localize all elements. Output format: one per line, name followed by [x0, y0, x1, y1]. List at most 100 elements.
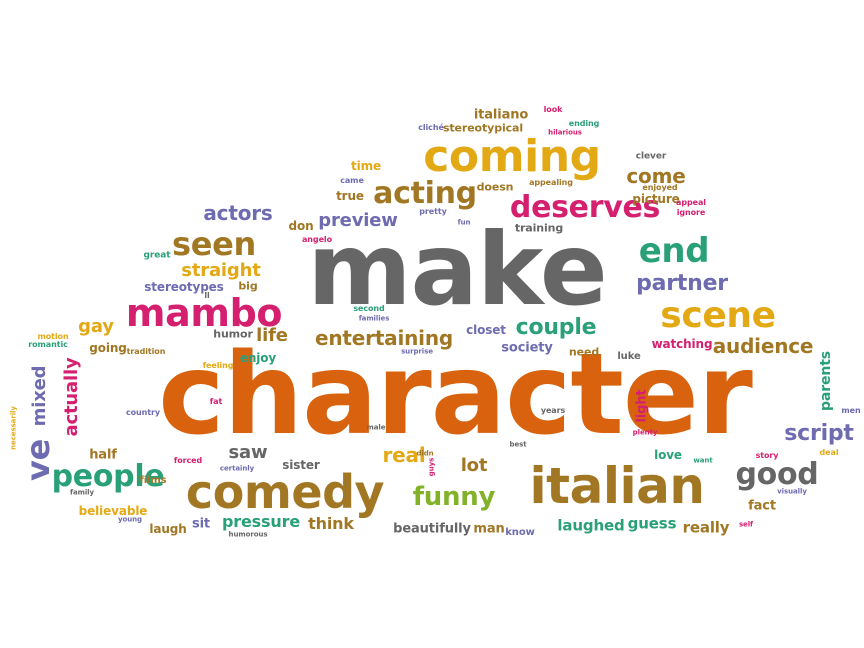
- word-script: script: [784, 421, 854, 446]
- word-didn: didn: [416, 449, 434, 458]
- word-couple: couple: [515, 315, 597, 340]
- word-angelo: angelo: [301, 235, 333, 244]
- word-guess: guess: [627, 514, 677, 533]
- word-mambo: mambo: [125, 291, 283, 335]
- word-acting: acting: [373, 176, 477, 211]
- word-time: time: [350, 159, 382, 173]
- word-think: think: [308, 514, 354, 533]
- word-coming: coming: [423, 131, 601, 182]
- word-funny: funny: [412, 482, 496, 512]
- word-deserves: deserves: [509, 190, 661, 225]
- word-true: true: [336, 189, 364, 203]
- word-laugh: laugh: [149, 522, 187, 536]
- word-luke: luke: [617, 351, 641, 362]
- word-closet: closet: [466, 323, 506, 337]
- word-actors: actors: [203, 201, 273, 225]
- word-deal: deal: [819, 448, 839, 457]
- word-want: want: [693, 456, 713, 465]
- word-actually: actually: [61, 357, 82, 437]
- word-make: make: [307, 211, 607, 328]
- word-sister: sister: [282, 458, 320, 472]
- word-pressure: pressure: [221, 512, 301, 531]
- word-appeal: appeal: [676, 198, 706, 207]
- word-fat: fat: [209, 397, 223, 406]
- word-films: films: [139, 475, 167, 486]
- word-love: love: [654, 448, 682, 462]
- word-fun: fun: [457, 218, 471, 227]
- word-ending: ending: [568, 119, 600, 128]
- word-sit: sit: [191, 516, 211, 532]
- word-ll: ll: [204, 291, 210, 300]
- word-motion: motion: [37, 332, 69, 341]
- word-italiano: italiano: [473, 107, 529, 123]
- word-comedy: comedy: [185, 465, 385, 519]
- word-best: best: [509, 440, 527, 449]
- word-appealing: appealing: [529, 178, 573, 187]
- word-plenty: plenty: [632, 428, 658, 437]
- word-great: great: [143, 250, 171, 261]
- word-pretty: pretty: [419, 207, 447, 216]
- word-society: society: [501, 340, 553, 356]
- word-ve: ve: [19, 439, 57, 481]
- word-guys: guys: [427, 457, 436, 477]
- word-partner: partner: [636, 271, 728, 296]
- word-mixed: mixed: [29, 365, 50, 427]
- word-saw: saw: [228, 442, 268, 463]
- word-feeling: feeling: [202, 361, 234, 370]
- word-cliche: cliché: [418, 123, 444, 132]
- word-self: self: [738, 520, 754, 529]
- word-stereotypes: stereotypes: [144, 280, 224, 294]
- word-young: young: [118, 515, 142, 524]
- word-know: know: [505, 527, 535, 538]
- word-seen: seen: [172, 225, 256, 263]
- word-parents: parents: [818, 351, 834, 411]
- word-certainly: certainly: [219, 464, 255, 473]
- word-light: light: [634, 389, 650, 423]
- word-romantic: romantic: [28, 340, 68, 349]
- word-end: end: [638, 231, 710, 271]
- word-male: male: [366, 423, 386, 432]
- word-watching: watching: [651, 337, 713, 351]
- word-going: going: [89, 341, 127, 355]
- word-laughed: laughed: [557, 516, 625, 535]
- word-enjoy: enjoy: [239, 351, 277, 365]
- word-people: people: [51, 459, 165, 494]
- word-gay: gay: [78, 316, 114, 337]
- word-beautifully: beautifully: [393, 521, 471, 537]
- word-preview: preview: [318, 210, 398, 231]
- word-surprise: surprise: [401, 347, 433, 356]
- word-half: half: [89, 447, 117, 463]
- word-believable: believable: [78, 504, 148, 518]
- word-clever: clever: [635, 151, 667, 162]
- word-ignore: ignore: [676, 208, 706, 217]
- word-story: story: [755, 451, 779, 460]
- word-come: come: [626, 164, 686, 188]
- word-character: character: [158, 330, 753, 460]
- word-italian: italian: [529, 457, 705, 515]
- word-necessarily: necessarily: [9, 406, 18, 450]
- word-don: don: [288, 219, 314, 233]
- word-fact: fact: [748, 498, 776, 514]
- word-enjoyed: enjoyed: [642, 183, 678, 192]
- word-good: good: [735, 457, 819, 492]
- word-big: big: [238, 279, 258, 293]
- word-men: men: [841, 406, 861, 415]
- word-real: real: [382, 443, 426, 467]
- word-life: life: [256, 325, 288, 346]
- word-humor: humor: [213, 327, 253, 341]
- word-country: country: [125, 408, 161, 417]
- word-families: families: [358, 314, 390, 323]
- word-scene: scene: [660, 295, 776, 336]
- word-audience: audience: [712, 334, 814, 358]
- word-doesn: doesn: [476, 180, 514, 194]
- word-look: look: [543, 105, 563, 114]
- word-came: came: [340, 176, 364, 185]
- word-tradition: tradition: [126, 347, 166, 356]
- word-hilarious: hilarious: [548, 128, 582, 137]
- word-humorous: humorous: [228, 530, 268, 539]
- word-second: second: [353, 304, 385, 313]
- word-lot: lot: [460, 455, 488, 476]
- word-picture: picture: [632, 192, 680, 206]
- word-stereotypical: stereotypical: [442, 121, 524, 135]
